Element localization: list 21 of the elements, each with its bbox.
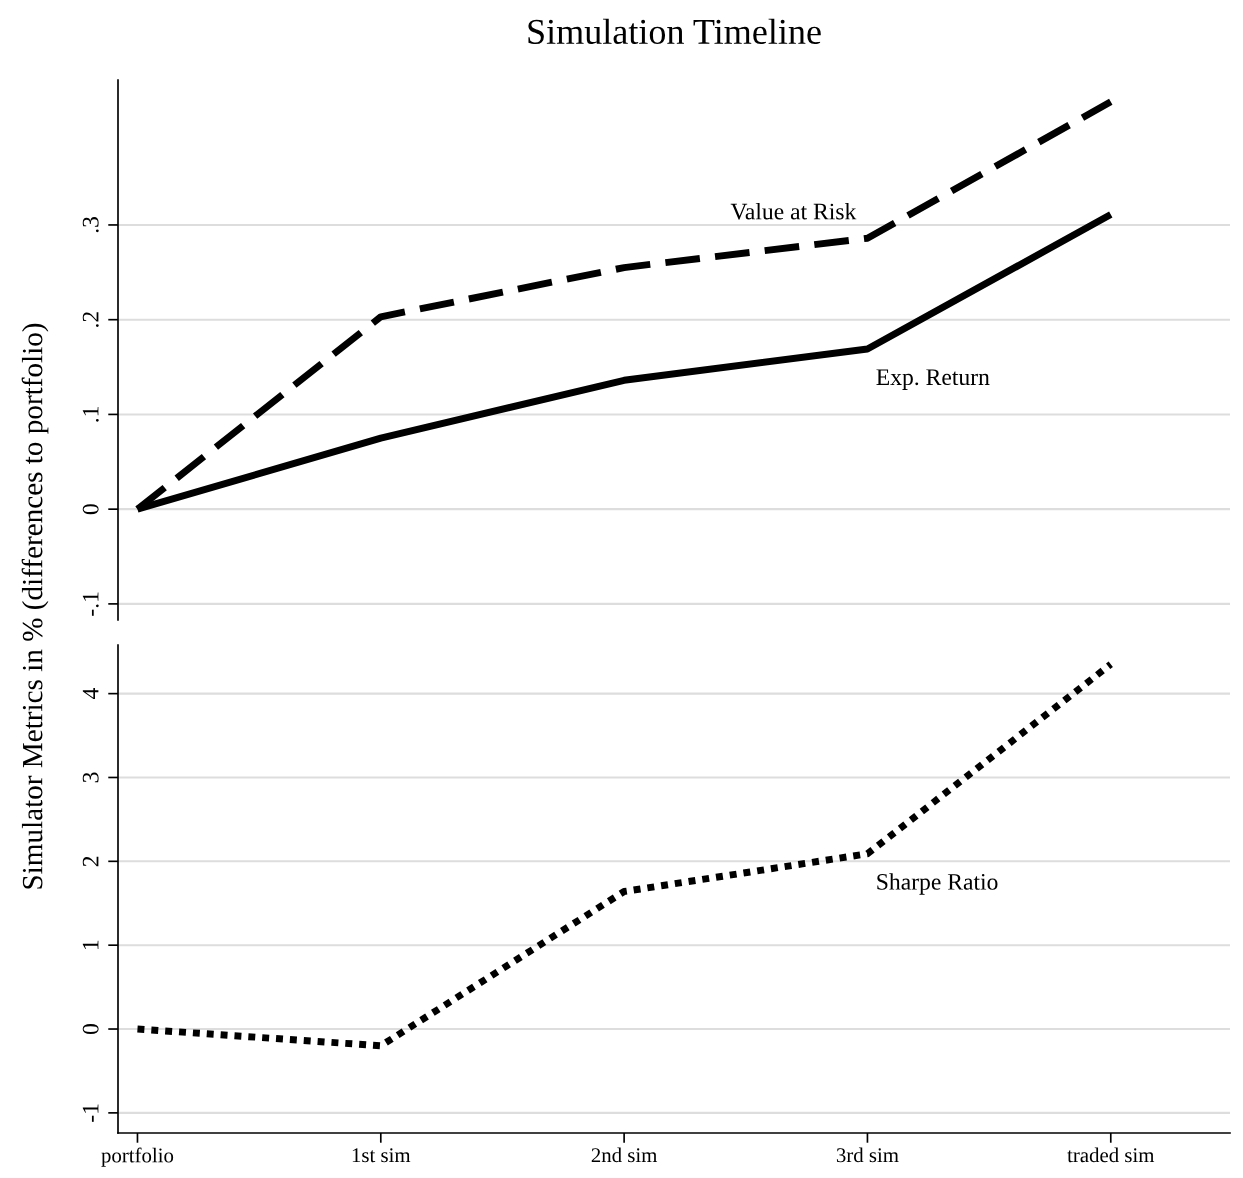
x-tick-label: 3rd sim — [836, 1147, 899, 1163]
x-tick-label: portfolio — [101, 1147, 174, 1167]
y-tick-label: -.1 — [82, 592, 99, 616]
y-tick-label: 4 — [82, 688, 99, 700]
y-tick-label: .3 — [82, 217, 99, 233]
series-label: Sharpe Ratio — [877, 873, 998, 895]
x-tick-label: 2nd sim — [591, 1147, 658, 1163]
x-tick-label: traded sim — [1067, 1147, 1155, 1163]
chart-title: Simulation Timeline — [528, 18, 821, 45]
series-label: Exp. Return — [876, 369, 990, 390]
x-tick-label: 1st sim — [352, 1148, 411, 1163]
y-tick-label: .2 — [82, 312, 99, 327]
y-tick-label: 2 — [82, 856, 99, 867]
y-tick-label: 1 — [82, 940, 99, 949]
y-tick-label: 0 — [82, 504, 99, 515]
y-tick-label: .1 — [82, 406, 99, 422]
series-label: Value at Risk — [730, 202, 857, 220]
y-tick-label: -1 — [82, 1104, 99, 1122]
y-tick-label: 3 — [82, 772, 99, 783]
y-tick-label: 0 — [82, 1024, 99, 1035]
y-axis-title: Simulator Metrics in % (differences to portfolio) — [21, 323, 49, 889]
